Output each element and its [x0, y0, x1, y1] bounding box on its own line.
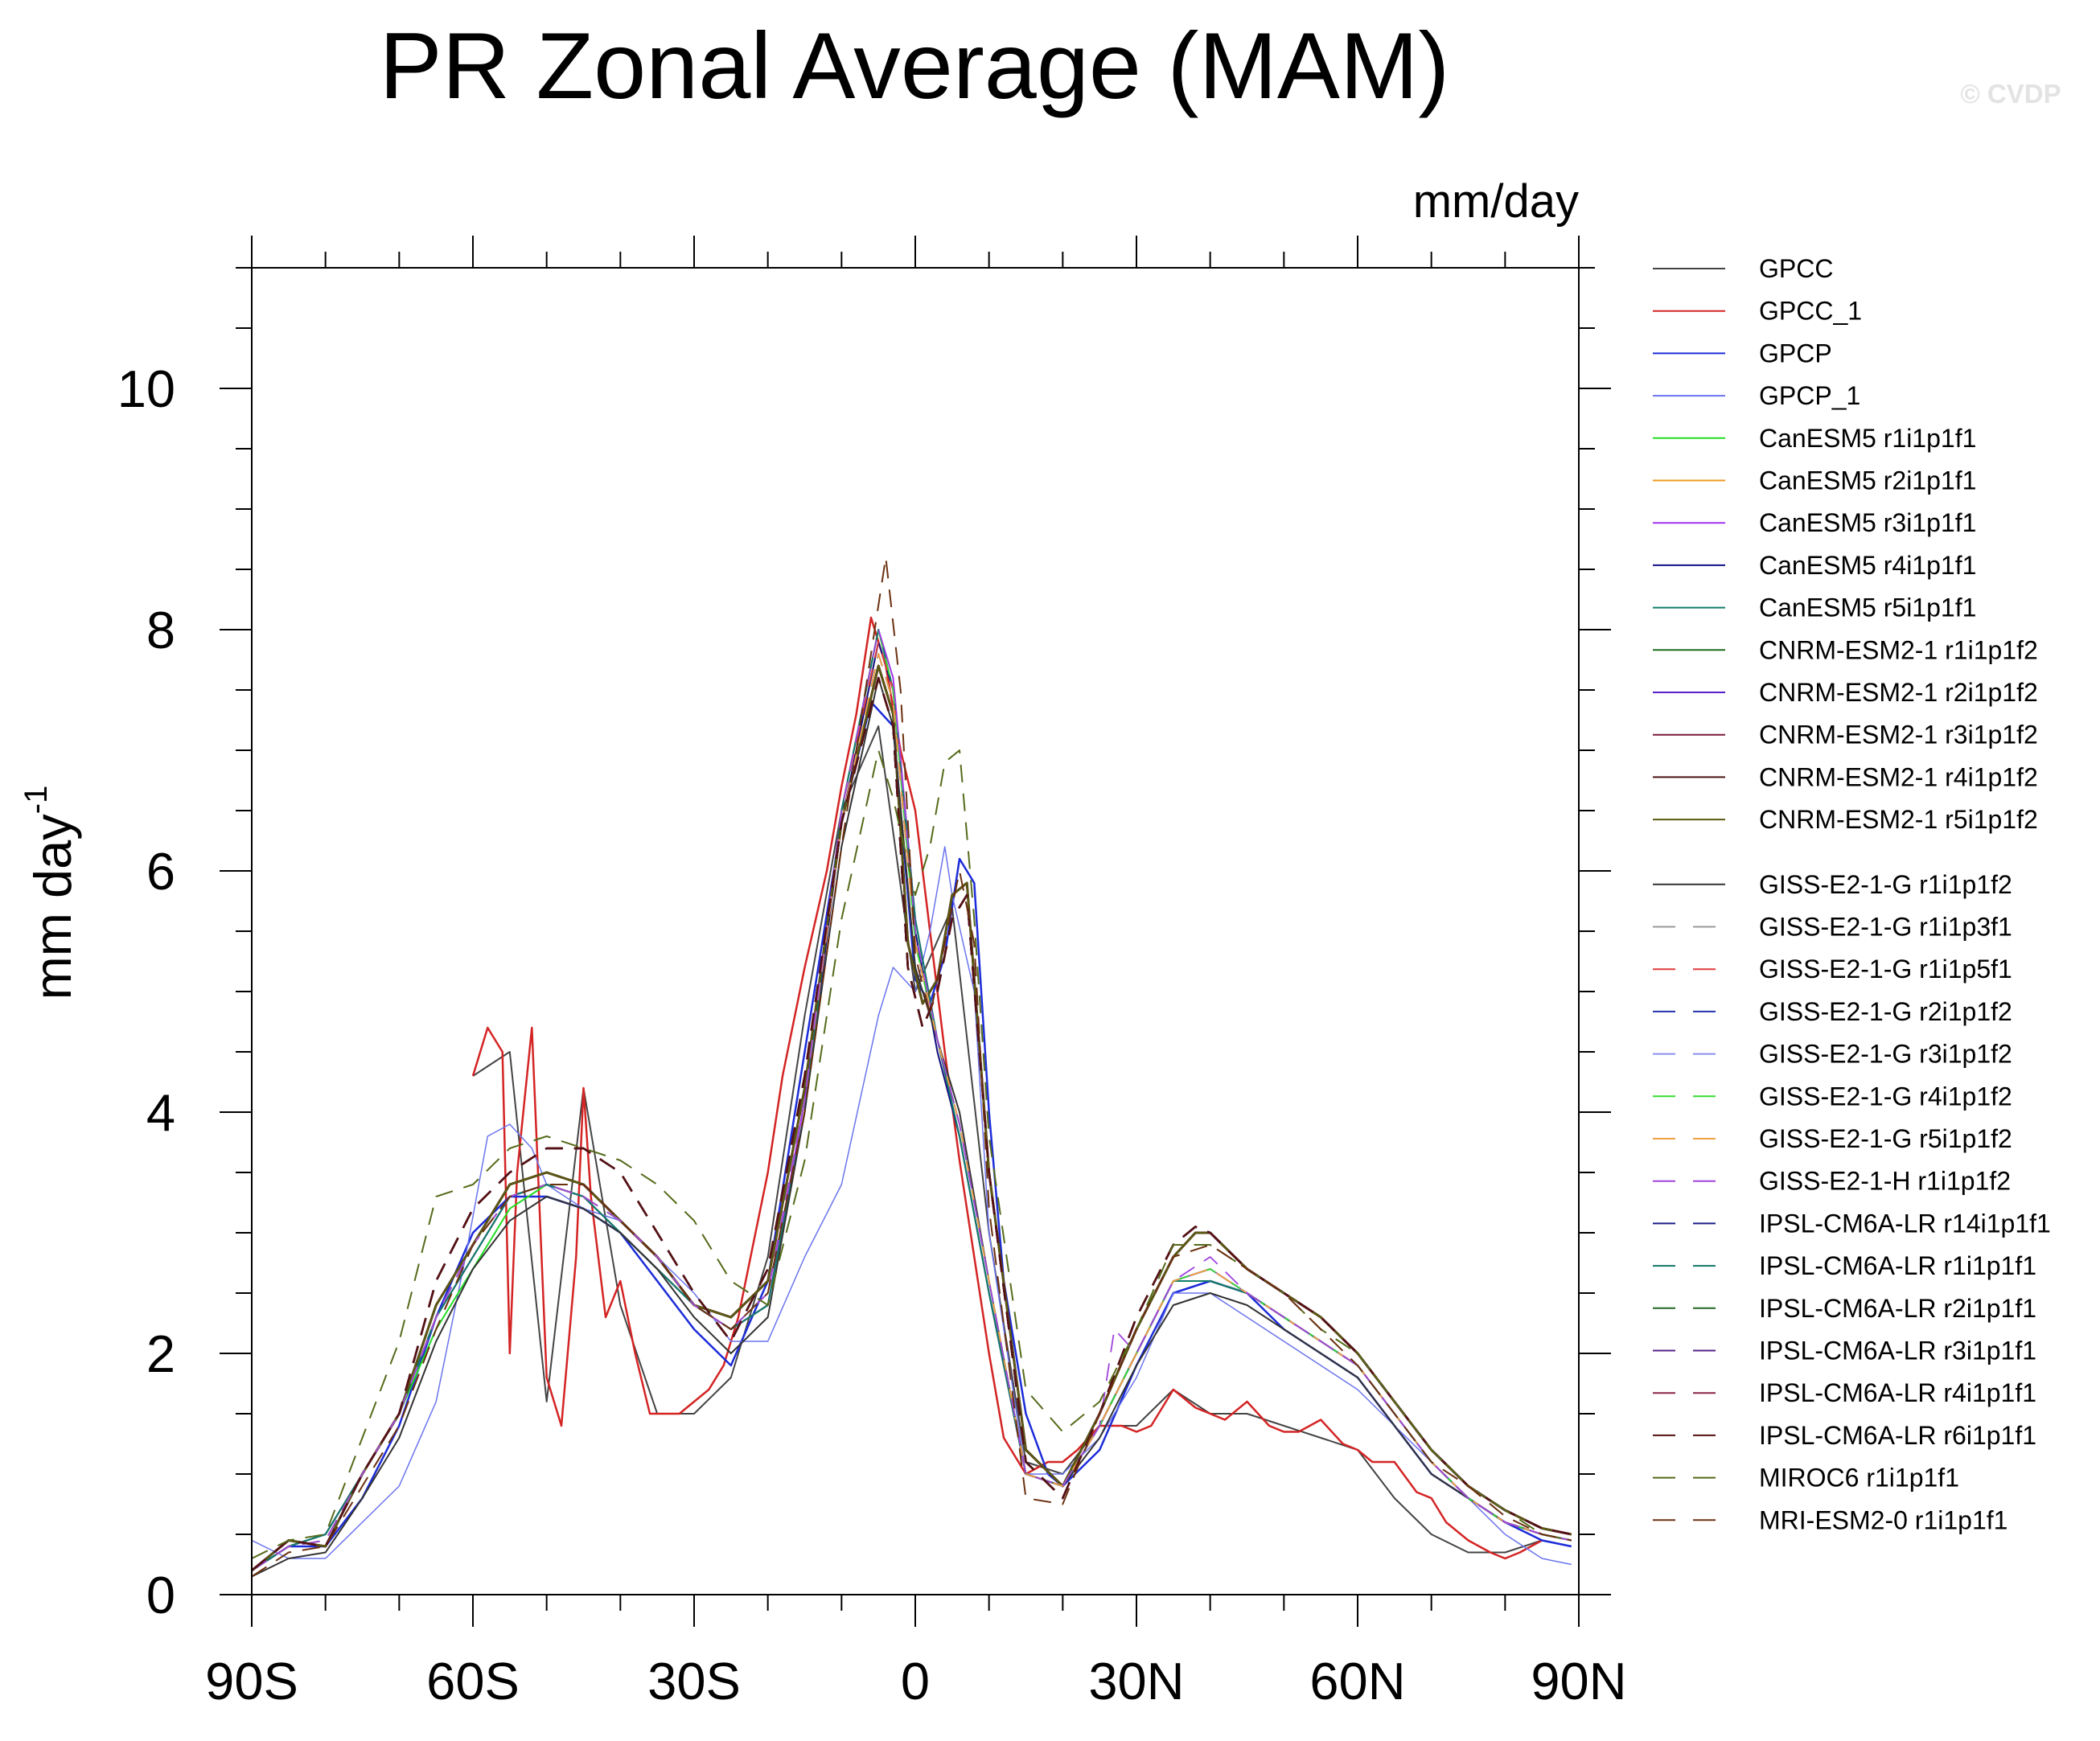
legend-label: GISS-E2-1-G r5i1p1f2 — [1759, 1124, 2012, 1153]
series-line — [252, 664, 1572, 1571]
series-line — [252, 676, 1572, 1571]
y-tick-label: 6 — [146, 842, 175, 901]
chart-title: PR Zonal Average (MAM) — [380, 13, 1450, 118]
legend-label: GPCP — [1759, 339, 1832, 367]
plot-frame — [251, 267, 1580, 1595]
series-line — [252, 749, 1572, 1559]
legend-label: CNRM-ESM2-1 r3i1p1f2 — [1759, 721, 2038, 749]
series-line — [252, 676, 1572, 1571]
legend-label: IPSL-CM6A-LR r6i1p1f1 — [1759, 1421, 2036, 1450]
series-line — [252, 556, 1572, 1578]
x-tick-label: 60N — [1309, 1652, 1405, 1710]
series-line — [472, 725, 1543, 1554]
series-line — [252, 629, 1572, 1571]
legend-label: GISS-E2-1-G r1i1p3f1 — [1759, 913, 2012, 942]
series-lines — [252, 556, 1572, 1578]
series-line — [252, 664, 1572, 1572]
legend-label: CNRM-ESM2-1 r1i1p1f2 — [1759, 635, 2038, 664]
series-line — [252, 641, 1572, 1571]
legend-label: IPSL-CM6A-LR r4i1p1f1 — [1759, 1378, 2036, 1407]
series-line — [252, 846, 1572, 1566]
x-tick-label: 90S — [205, 1652, 298, 1710]
series-line — [252, 629, 1572, 1571]
y-axis-label-superscript: -1 — [18, 786, 54, 815]
x-tick-label: 30S — [647, 1652, 741, 1710]
series-line — [252, 676, 1572, 1571]
legend-label: CanESM5 r4i1p1f1 — [1759, 551, 1976, 580]
legend-label: GISS-E2-1-H r1i1p1f2 — [1759, 1167, 2011, 1196]
y-tick-label: 0 — [146, 1566, 175, 1624]
legend-label: GISS-E2-1-G r2i1p1f2 — [1759, 997, 2012, 1026]
series-line — [252, 676, 1572, 1571]
y-axis-label-text: mm day — [23, 814, 82, 1000]
series-line — [252, 676, 1572, 1571]
legend-label: CanESM5 r1i1p1f1 — [1759, 424, 1976, 453]
axis-ticks — [220, 236, 1611, 1627]
series-line — [252, 629, 1572, 1571]
legend-label: CanESM5 r5i1p1f1 — [1759, 593, 1976, 622]
legend-label: GISS-E2-1-G r4i1p1f2 — [1759, 1082, 2012, 1111]
plot-area — [252, 556, 1572, 1578]
legend-label: IPSL-CM6A-LR r3i1p1f1 — [1759, 1337, 2036, 1365]
legend-label: IPSL-CM6A-LR r14i1p1f1 — [1759, 1209, 2051, 1238]
series-line — [252, 641, 1572, 1571]
series-line — [252, 664, 1572, 1571]
legend-label: IPSL-CM6A-LR r2i1p1f1 — [1759, 1294, 2036, 1323]
y-tick-label: 4 — [146, 1083, 175, 1142]
x-tick-label: 0 — [901, 1652, 930, 1710]
legend-label: CanESM5 r2i1p1f1 — [1759, 466, 1976, 495]
legend-label: IPSL-CM6A-LR r1i1p1f1 — [1759, 1251, 2036, 1280]
y-tick-label: 8 — [146, 601, 175, 659]
legend-label: GPCC — [1759, 254, 1833, 283]
series-line — [252, 677, 1572, 1578]
series-line — [252, 629, 1572, 1571]
legend-label: CNRM-ESM2-1 r2i1p1f2 — [1759, 678, 2038, 707]
copyright-text: © CVDP — [1960, 79, 2061, 109]
legend-label: GPCP_1 — [1759, 381, 1860, 410]
series-line — [252, 664, 1572, 1571]
series-line — [252, 700, 1572, 1572]
series-line — [471, 616, 1543, 1560]
x-tick-label: 60S — [426, 1652, 520, 1710]
series-line — [252, 676, 1572, 1571]
x-tick-label: 90N — [1531, 1652, 1626, 1710]
y-tick-label: 10 — [117, 359, 175, 418]
legend-label: MIROC6 r1i1p1f1 — [1759, 1464, 1959, 1493]
legend-label: MRI-ESM2-0 r1i1p1f1 — [1759, 1505, 2008, 1534]
y-axis-label: mm day-1 — [18, 786, 82, 1000]
units-label: mm/day — [1413, 175, 1579, 228]
y-tick-label: 2 — [146, 1324, 175, 1383]
series-line — [252, 641, 1572, 1571]
legend-label: CanESM5 r3i1p1f1 — [1759, 508, 1976, 537]
legend-label: CNRM-ESM2-1 r5i1p1f2 — [1759, 805, 2038, 834]
axis-tick-labels: 90S 60S 30S 0 30N 60N 90N 0 2 4 6 8 10 — [117, 359, 1627, 1710]
legend-label: GISS-E2-1-G r1i1p5f1 — [1759, 955, 2012, 983]
legend-label: CNRM-ESM2-1 r4i1p1f2 — [1759, 762, 2038, 791]
legend-label: GPCC_1 — [1759, 297, 1862, 326]
legend: GPCC GPCC_1 GPCP GPCP_1 CanESM5 r1i1p1f1 CanE… — [1653, 254, 2051, 1534]
legend-label: GISS-E2-1-G r3i1p1f2 — [1759, 1040, 2012, 1069]
legend-label: GISS-E2-1-G r1i1p1f2 — [1759, 870, 2012, 899]
x-tick-label: 30N — [1088, 1652, 1184, 1710]
series-line — [252, 664, 1572, 1571]
series-line — [252, 629, 1572, 1571]
